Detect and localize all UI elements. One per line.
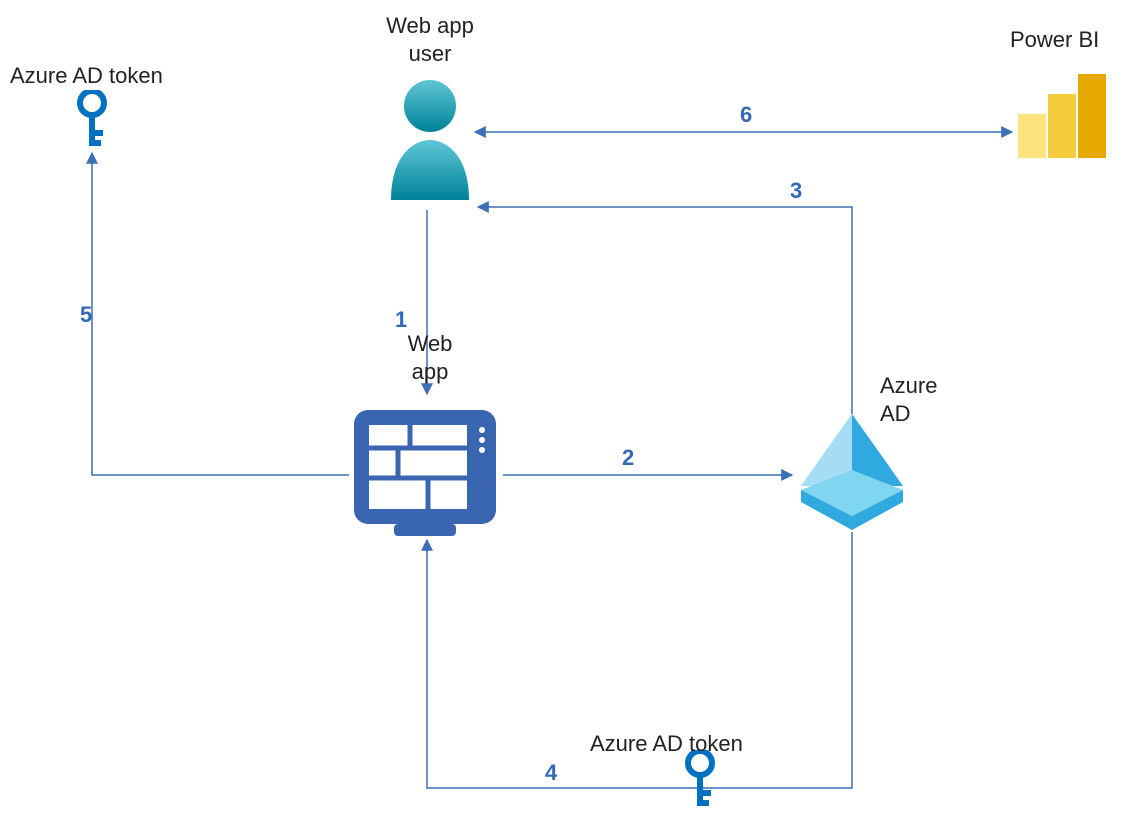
webapp-icon — [350, 400, 500, 540]
step-1: 1 — [395, 307, 407, 333]
label-token2: Azure AD token — [590, 730, 770, 758]
step-2: 2 — [622, 445, 634, 471]
diagram-arrows — [0, 0, 1141, 823]
label-pbi: Power BI — [1010, 26, 1130, 54]
label-user: Web app user — [370, 12, 490, 67]
step-4: 4 — [545, 760, 557, 786]
power-bi-icon — [1016, 72, 1108, 160]
step-3: 3 — [790, 178, 802, 204]
label-aad: Azure AD — [880, 372, 960, 427]
step-6: 6 — [740, 102, 752, 128]
azure-ad-icon — [797, 412, 907, 532]
edge-3 — [478, 207, 852, 414]
key-icon-bottom — [682, 750, 718, 810]
label-token1: Azure AD token — [10, 62, 180, 90]
step-5: 5 — [80, 302, 92, 328]
label-webapp: Web app — [390, 330, 470, 385]
user-icon — [385, 72, 475, 202]
edge-5 — [92, 153, 349, 475]
key-icon-top — [74, 90, 110, 150]
